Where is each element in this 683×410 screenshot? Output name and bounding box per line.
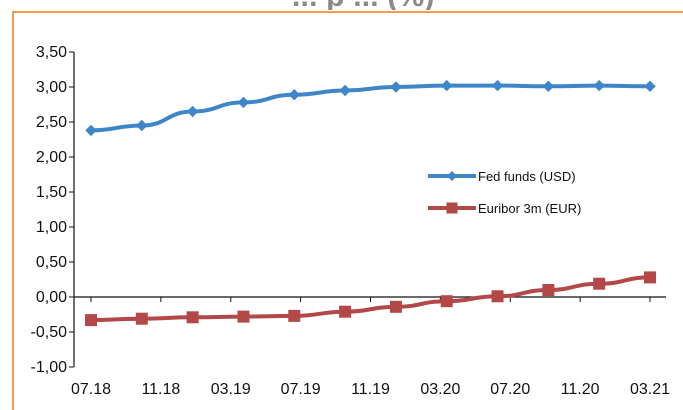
- y-tick-label: 1,00: [36, 219, 67, 236]
- fed-funds-point: [237, 96, 250, 109]
- x-tick-label: 11.18: [141, 381, 180, 398]
- euribor-point: [440, 295, 453, 308]
- euribor-point: [85, 314, 97, 327]
- legend-euribor-marker: [446, 202, 458, 214]
- euribor-point: [593, 277, 606, 290]
- y-tick-label: -0,50: [31, 324, 68, 341]
- y-tick-label: 2,50: [36, 114, 67, 131]
- fed-funds-line: [89, 83, 652, 133]
- fed-funds-point: [593, 79, 605, 92]
- fed-funds-point: [441, 79, 453, 92]
- euribor-point: [135, 312, 148, 325]
- fed-funds-point: [542, 80, 555, 93]
- x-tick-label: 03.21: [630, 381, 670, 398]
- chart-border: [12, 11, 683, 410]
- euribor-point: [644, 271, 656, 284]
- fed-funds-point: [85, 124, 97, 137]
- euribor-point: [186, 311, 199, 324]
- fed-funds-point: [390, 81, 402, 93]
- euribor-point: [339, 305, 352, 318]
- euribor-point: [288, 309, 301, 322]
- y-tick-label: 1,50: [36, 184, 67, 201]
- y-axis-ticks: 3,50 3,00 2,50 2,00 1,50 1,00 0,50 0,00 -0,50 -1,…: [31, 44, 74, 376]
- euribor-point: [237, 310, 250, 323]
- y-tick-label: 2,00: [36, 149, 67, 166]
- y-tick-label: 0,00: [36, 289, 67, 306]
- x-tick-label: 11.20: [561, 381, 600, 398]
- legend-fed-funds-label: Fed funds (USD): [478, 169, 576, 184]
- euribor-point: [389, 300, 402, 313]
- y-tick-label: 3,50: [36, 44, 67, 61]
- fed-funds-point: [186, 105, 199, 118]
- x-tick-label: 03.20: [420, 381, 460, 398]
- fed-funds-point: [644, 80, 656, 93]
- legend: Fed funds (USD) Euribor 3m (EUR): [428, 169, 581, 216]
- chart-title: ... p ... (%): [292, 0, 683, 10]
- legend-euribor-label: Euribor 3m (EUR): [478, 201, 581, 216]
- y-tick-label: -1,00: [31, 359, 68, 376]
- fed-funds-point: [288, 88, 300, 101]
- series-layer: [85, 79, 656, 327]
- euribor-point: [542, 284, 555, 296]
- euribor-point: [491, 290, 504, 303]
- x-tick-label: 07.18: [71, 381, 111, 398]
- y-tick-label: 0,50: [36, 254, 67, 271]
- fed-funds-point: [491, 79, 504, 92]
- x-axis-ticks: 07.18 11.18 03.19 07.19 11.19 03.20 07.20 11.20…: [71, 297, 670, 398]
- x-tick-label: 07.20: [490, 381, 530, 398]
- legend-fed-funds-marker: [447, 171, 457, 181]
- x-tick-label: 11.19: [351, 381, 390, 398]
- fed-funds-point: [136, 119, 148, 132]
- x-tick-label: 07.19: [281, 381, 321, 398]
- x-tick-label: 03.19: [211, 381, 251, 398]
- y-tick-label: 3,00: [36, 79, 67, 96]
- fed-funds-point: [339, 84, 351, 97]
